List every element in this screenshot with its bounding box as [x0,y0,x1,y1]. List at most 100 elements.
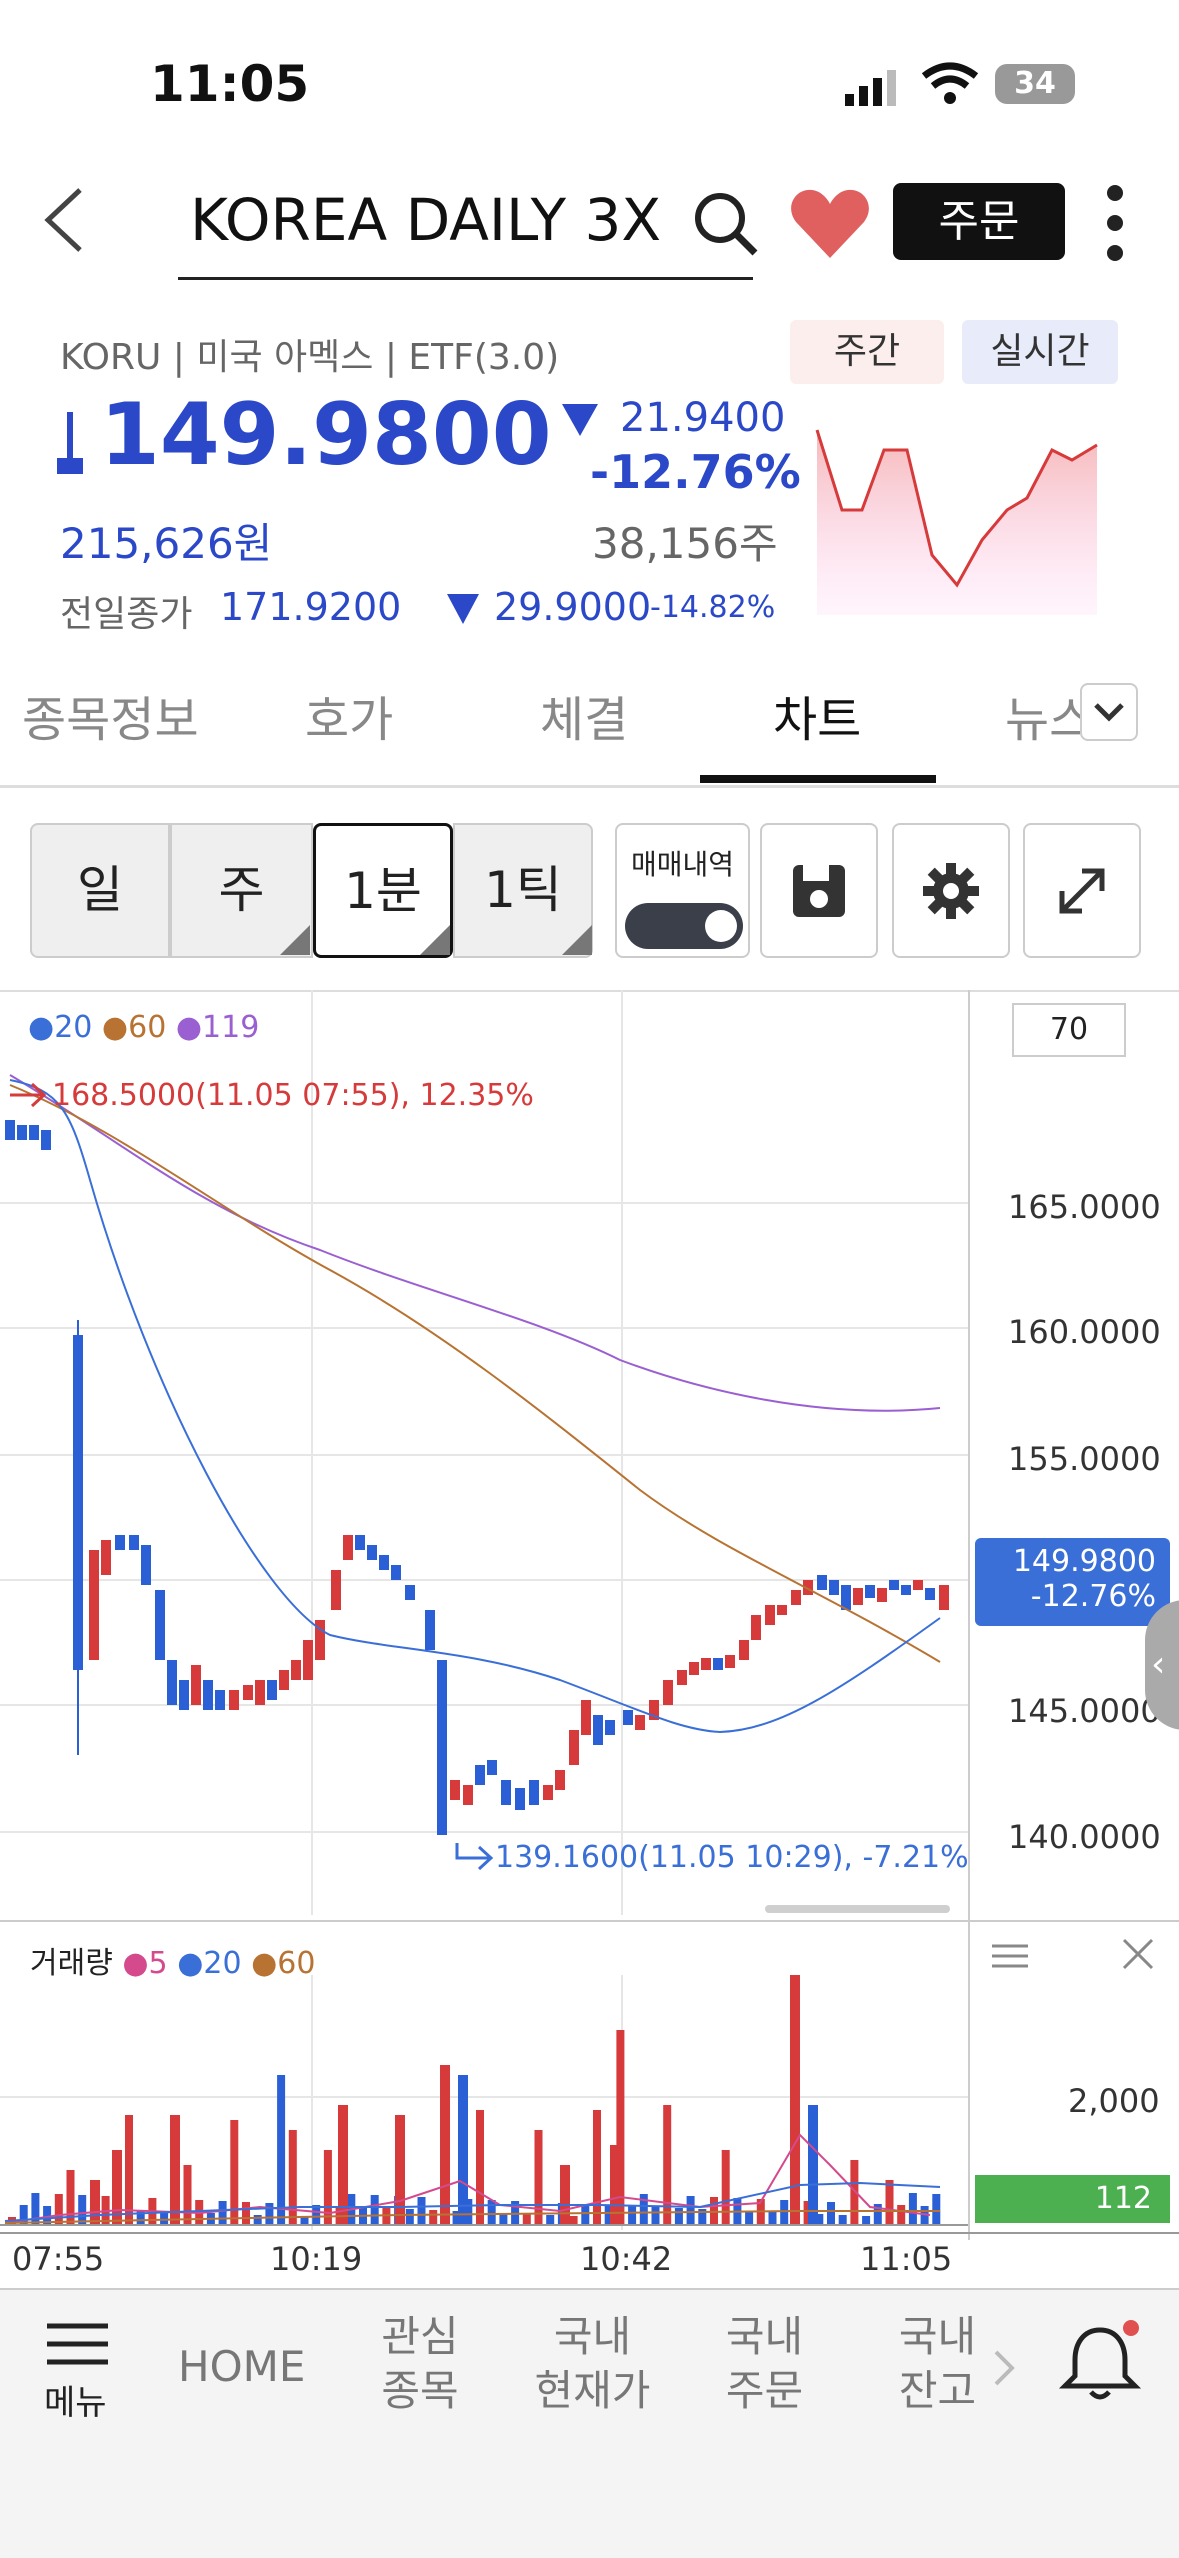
current-price: 149.9800 [100,385,552,485]
price-tick-160: 160.0000 [1008,1313,1161,1351]
price-change-pct: -12.76% [590,445,801,499]
vol-ma-5: 5 [148,1946,168,1981]
price-chart [0,990,968,1915]
chart-top-border [0,990,1179,992]
tab-stock-info[interactable]: 종목정보 [22,692,199,748]
tab-active-underline [700,775,936,783]
prev-change-pct: -14.82% [650,590,776,625]
ma-119: 119 [202,1010,260,1045]
tab-news-label: 뉴스 [1005,692,1080,748]
nav-home[interactable]: HOME [178,2342,306,2391]
menu-label[interactable]: 메뉴 [44,2383,107,2423]
nav-domestic-order[interactable]: 국내 주문 [712,2310,817,2418]
volume-close-icon[interactable] [1120,1936,1156,1976]
volume-legend: 거래량 ●5 ●20 ●60 [30,1946,316,1981]
order-button[interactable]: 주문 [893,183,1065,260]
battery-level: 34 [1014,66,1056,101]
down-triangle-icon [560,402,600,442]
nav-order-line2: 주문 [725,2366,804,2415]
menu-icon[interactable] [45,2320,110,2374]
mini-price-chart [812,410,1102,624]
time-axis-divider [0,2232,1179,2234]
badge-price: 149.9800 [1012,1544,1156,1579]
battery-icon: 34 [995,64,1075,104]
heart-icon[interactable] [790,188,870,264]
ma-60: 60 [128,1010,167,1045]
high-annotation: 168.5000(11.05 07:55), 12.35% [52,1078,534,1113]
tab-orderbook[interactable]: 호가 [305,692,394,748]
ma-20: 20 [54,1010,93,1045]
nav-price-line1: 국내 [553,2312,632,2361]
volume-chart [0,1975,968,2230]
prev-down-triangle-icon [445,592,481,630]
bottom-nav [0,2288,1179,2558]
dropdown-corner-icon [280,925,310,959]
badge-pct: -12.76% [1030,1579,1156,1614]
price-tick-165: 165.0000 [1008,1188,1161,1226]
toggle-switch[interactable] [625,903,743,949]
tabs-expand-icon[interactable] [1080,683,1138,741]
signal-icon [845,68,905,112]
down-arrow-icon [55,412,85,482]
settings-button[interactable] [892,823,1010,958]
vol-ma-20: 20 [203,1946,242,1981]
volume-label: 거래량 [30,1946,113,1981]
nav-watchlist[interactable]: 관심 종목 [370,2310,470,2418]
nav-price-line2: 현재가 [534,2366,651,2415]
trade-history-label: 매매내역 [630,848,735,881]
status-time: 11:05 [150,55,310,113]
nav-domestic-price[interactable]: 국내 현재가 [525,2310,660,2418]
period-week[interactable]: 주 [170,823,313,958]
toggle-realtime[interactable]: 실시간 [962,320,1118,384]
trade-history-toggle[interactable]: 매매내역 [615,823,750,958]
gear-icon [923,863,979,919]
price-tick-145: 145.0000 [1008,1692,1161,1730]
more-icon[interactable] [1100,183,1130,267]
nav-watchlist-line2: 종목 [381,2366,459,2415]
back-icon[interactable] [40,185,90,259]
tab-trades[interactable]: 체결 [540,692,629,748]
price-tick-140: 140.0000 [1008,1818,1161,1856]
vol-ma-60: 60 [277,1946,316,1981]
nav-watchlist-line1: 관심 [381,2312,459,2361]
price-change: 21.9400 [620,395,786,441]
stock-meta: KORU | 미국 아멕스 | ETF(3.0) [60,337,560,378]
price-tick-155: 155.0000 [1008,1440,1161,1478]
dropdown-corner-icon-3 [562,925,592,959]
search-icon[interactable] [690,188,760,262]
nav-balance-line2: 잔고 [898,2366,977,2415]
nav-domestic-balance[interactable]: 국내 잔고 [885,2310,990,2418]
low-arrow-icon [455,1843,495,1877]
tab-news[interactable]: 뉴스 [1005,680,1080,750]
time-tick-0: 07:55 [12,2240,105,2278]
period-1tick[interactable]: 1틱 [453,823,593,958]
prev-close: 171.9200 [220,585,402,629]
high-arrow-icon [8,1080,48,1114]
chart-setting-box[interactable]: 70 [1012,1003,1126,1057]
volume-divider [0,1920,1179,1922]
time-tick-1: 10:19 [270,2240,363,2278]
save-icon [793,865,845,917]
nav-scroll-right-icon[interactable] [990,2348,1016,2392]
period-1min[interactable]: 1분 [313,823,453,958]
trade-volume: 38,156주 [592,519,778,568]
wifi-icon [920,62,980,110]
volume-current-badge: 112 [975,2175,1170,2223]
current-price-badge: 149.9800 -12.76% [975,1538,1170,1626]
stock-title[interactable]: KOREA DAILY 3X [178,180,753,280]
period-day[interactable]: 일 [30,823,170,958]
bell-icon[interactable] [1055,2318,1145,2412]
nav-order-line1: 국내 [725,2312,804,2361]
ma-legend: ●20 ●60 ●119 [28,1010,260,1045]
side-panel-handle[interactable]: ‹ [1145,1600,1179,1730]
low-annotation: 139.1600(11.05 10:29), -7.21% [495,1840,969,1875]
expand-button[interactable] [1023,823,1141,958]
volume-menu-icon[interactable] [990,1940,1030,1976]
toggle-weekly[interactable]: 주간 [790,320,944,384]
volume-tick: 2,000 [1068,2082,1160,2120]
save-button[interactable] [760,823,878,958]
nav-balance-line1: 국내 [898,2312,977,2361]
expand-icon [1059,868,1105,914]
tab-chart[interactable]: 차트 [773,692,862,748]
prev-close-label: 전일종가 [60,594,193,635]
